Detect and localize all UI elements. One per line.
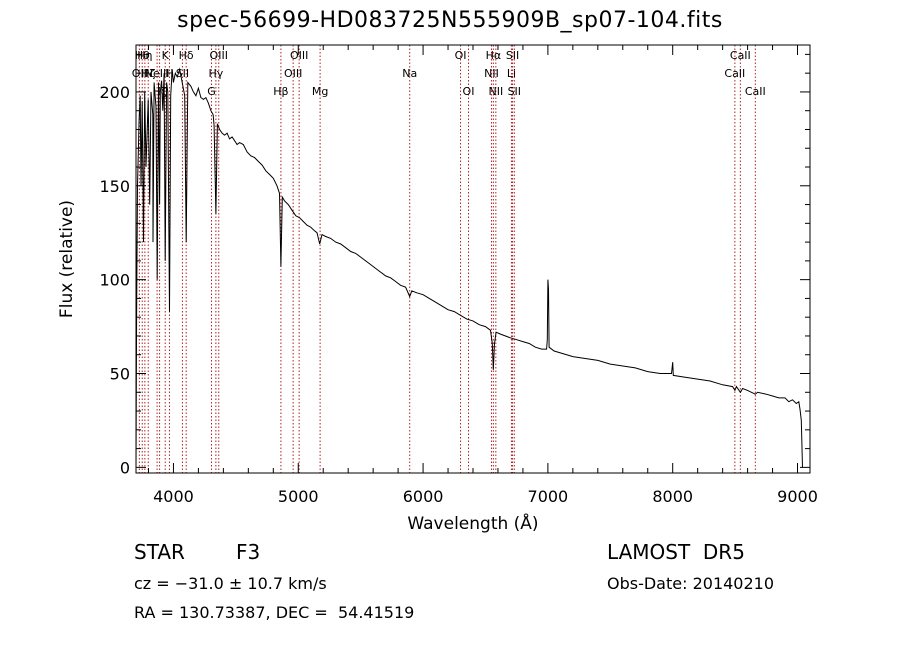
marker-label-28: CaII — [745, 85, 766, 98]
marker-label-1: Hθ — [135, 49, 150, 62]
marker-label-22: NII — [488, 85, 503, 98]
x-axis-ticks: 4000 5000 6000 7000 8000 9000 — [147, 45, 818, 506]
coordinates: RA = 130.73387, DEC = 54.41519 — [134, 603, 415, 622]
x-tick-label-6000: 6000 — [403, 487, 444, 506]
x-tick-label-5000: 5000 — [278, 487, 319, 506]
y-tick-label-50: 50 — [110, 365, 130, 384]
marker-label-16: Mg — [312, 85, 328, 98]
marker-label-3: Hζ — [141, 67, 155, 80]
marker-label-18: OI — [455, 49, 467, 62]
y-tick-label-150: 150 — [99, 177, 130, 196]
object-class: STAR — [134, 540, 185, 564]
x-axis-label: Wavelength (Å) — [407, 512, 538, 534]
marker-label-27: CaII — [730, 49, 751, 62]
marker-label-9: Hδ — [179, 49, 194, 62]
marker-label-19: OI — [463, 85, 475, 98]
marker-label-2: Hη — [137, 49, 152, 62]
marker-label-20: NII — [484, 67, 499, 80]
survey-label: LAMOST DR5 — [607, 540, 745, 564]
spectrum-series — [135, 67, 803, 468]
marker-label-13: Hβ — [273, 85, 288, 98]
x-tick-label-7000: 7000 — [528, 487, 569, 506]
y-tick-label-0: 0 — [120, 458, 130, 477]
marker-label-14: OIII — [284, 67, 302, 80]
spectrum-line-0 — [135, 67, 803, 468]
line-markers — [138, 45, 756, 473]
x-tick-label-8000: 8000 — [652, 487, 693, 506]
marker-label-4: NeIII — [145, 67, 170, 80]
marker-label-15: OIII — [290, 49, 308, 62]
y-tick-label-100: 100 — [99, 271, 130, 290]
marker-label-10: G — [207, 85, 216, 98]
y-tick-label-200: 200 — [99, 83, 130, 102]
marker-label-7: H — [165, 67, 173, 80]
marker-label-8: SII — [176, 67, 189, 80]
object-subclass: F3 — [236, 540, 261, 564]
observation-date: Obs-Date: 20140210 — [607, 574, 775, 593]
chart-title: spec-56699-HD083725N555909B_sp07-104.fit… — [177, 8, 723, 33]
y-axis-ticks: 0 50 100 150 200 — [99, 53, 810, 477]
marker-label-26: CaII — [724, 67, 745, 80]
plot-frame — [135, 44, 811, 474]
redshift-cz: cz = −31.0 ± 10.7 km/s — [134, 574, 327, 593]
marker-label-17: Na — [402, 67, 417, 80]
x-tick-label-4000: 4000 — [153, 487, 194, 506]
marker-label-25: SII — [508, 85, 521, 98]
marker-label-6: K — [162, 49, 170, 62]
x-tick-label-9000: 9000 — [777, 487, 818, 506]
marker-label-24: SII — [506, 49, 519, 62]
marker-label-11: Hγ — [208, 67, 223, 80]
y-axis-label: Flux (relative) — [57, 200, 77, 318]
marker-label-23: Li — [507, 67, 516, 80]
marker-label-21: Hα — [486, 49, 502, 62]
marker-label-12: OIII — [210, 49, 228, 62]
